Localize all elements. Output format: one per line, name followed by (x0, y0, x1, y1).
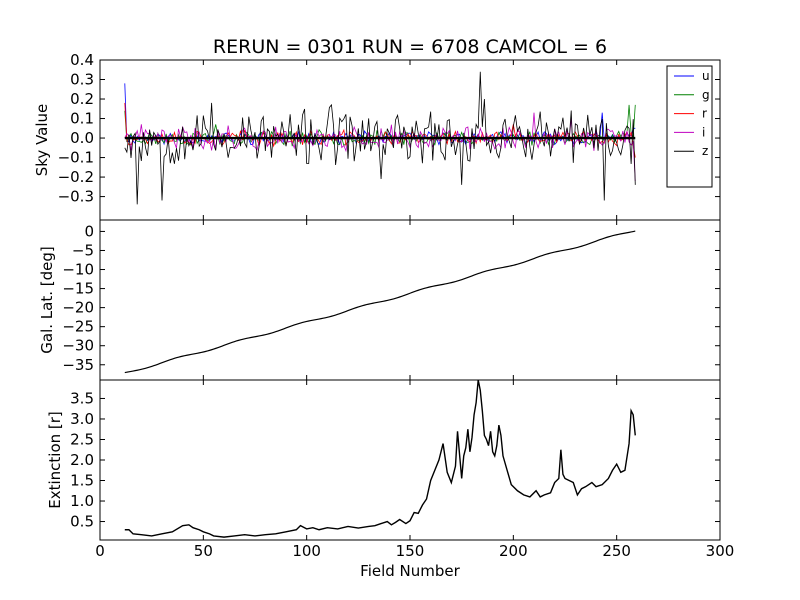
ytick-label: −30 (62, 337, 94, 355)
extinction-line (124, 379, 636, 538)
xtick-label: 300 (706, 542, 735, 560)
sky-series-z (124, 71, 636, 205)
ytick-label: −35 (62, 356, 94, 374)
ytick-label: 3.5 (70, 389, 94, 407)
extinction-y-ticks: 3.5 3.0 2.5 2.0 1.5 1.0 0.5 (70, 389, 720, 531)
ytick-label: 0.0 (70, 129, 94, 147)
ytick-label: 0.3 (70, 71, 94, 89)
ytick-label: 1.0 (70, 492, 94, 510)
xtick-label: 0 (95, 542, 105, 560)
gallat-series-group (124, 230, 636, 374)
ytick-label: 0.4 (70, 51, 94, 69)
ytick-label: 2.5 (70, 430, 94, 448)
xtick-label: 150 (396, 542, 425, 560)
ytick-label: 0.5 (70, 513, 94, 531)
ytick-label: −20 (62, 299, 94, 317)
legend-label-i: i (702, 125, 705, 139)
xtick-label: 50 (194, 542, 213, 560)
sky-series-group (124, 71, 636, 205)
x-axis-label: Field Number (360, 562, 460, 580)
ytick-label: −0.2 (58, 168, 94, 186)
panel-frames (99, 59, 721, 541)
chart-title: RERUN = 0301 RUN = 6708 CAMCOL = 6 (213, 36, 607, 58)
ytick-label: 0.2 (70, 90, 94, 108)
ytick-label: −5 (72, 241, 94, 259)
extinction-series-group (124, 379, 636, 538)
xtick-label: 250 (602, 542, 631, 560)
sky-ylabel: Sky Value (33, 104, 51, 177)
gallat-ylabel: Gal. Lat. [deg] (38, 246, 56, 353)
xtick-label: 200 (499, 542, 528, 560)
legend-box (666, 65, 713, 188)
ytick-label: −10 (62, 261, 94, 279)
legend-label-r: r (702, 107, 707, 121)
ytick-label: −0.1 (58, 149, 94, 167)
x-ticks: 0 50 100 150 200 250 300 (95, 542, 734, 560)
gallat-line (124, 230, 636, 374)
xtick-label: 100 (292, 542, 321, 560)
ytick-label: 3.0 (70, 410, 94, 428)
ytick-label: 0 (84, 222, 94, 240)
legend-label-z: z (702, 144, 708, 158)
legend-label-u: u (702, 69, 710, 83)
ytick-label: 1.5 (70, 472, 94, 490)
ytick-label: −15 (62, 280, 94, 298)
ytick-label: −0.3 (58, 188, 94, 206)
legend-label-g: g (702, 88, 710, 102)
ytick-label: −25 (62, 318, 94, 336)
ytick-label: 2.0 (70, 451, 94, 469)
gallat-y-ticks: 0−5 −10−15−20−25−30−35 (62, 222, 720, 374)
ytick-label: 0.1 (70, 110, 94, 128)
extinction-ylabel: Extinction [r] (46, 411, 64, 509)
sky-y-ticks: 0.4 0.30.2 0.10.0 −0.1−0.2 −0.3 (58, 51, 720, 206)
